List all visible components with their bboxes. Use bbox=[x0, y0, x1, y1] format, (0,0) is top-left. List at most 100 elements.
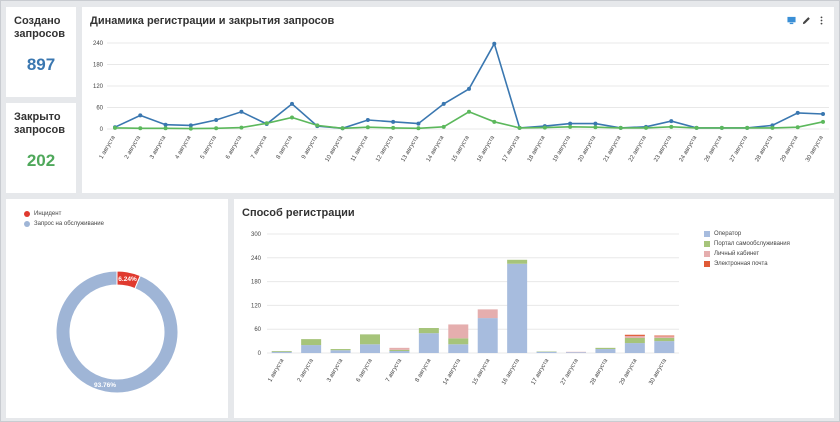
closed-series-point bbox=[315, 123, 320, 128]
created-series-point bbox=[214, 118, 219, 123]
legend-swatch-service-request bbox=[24, 221, 30, 227]
operator-bar bbox=[477, 318, 498, 353]
portal-bar bbox=[595, 347, 616, 350]
closed-series-point bbox=[467, 109, 471, 114]
portal-bar bbox=[418, 328, 439, 334]
closed-series-point bbox=[391, 125, 396, 130]
operator-bar bbox=[536, 351, 557, 353]
y-tick-label: 60 bbox=[96, 106, 103, 112]
email-bar bbox=[624, 334, 645, 336]
x-tick-label: 30 августа bbox=[805, 134, 825, 163]
closed-series-point bbox=[745, 125, 750, 130]
legend-item-email[interactable]: Электронная почта bbox=[704, 261, 790, 267]
closed-series-line bbox=[114, 110, 824, 130]
x-tick-label: 29 августа bbox=[780, 134, 800, 163]
registration-method-card: Способ регистрации Оператор Портал самоо… bbox=[234, 199, 834, 418]
created-series-point bbox=[795, 110, 800, 115]
cabinet-bar bbox=[477, 309, 498, 319]
legend-item-operator[interactable]: Оператор bbox=[704, 231, 790, 237]
closed-series-point bbox=[365, 125, 370, 130]
legend-label-incident: Инцидент bbox=[34, 211, 62, 217]
portal-bar bbox=[624, 337, 645, 344]
closed-series-point bbox=[264, 121, 269, 126]
closed-series-point bbox=[188, 126, 193, 131]
operator-bar bbox=[418, 333, 439, 353]
email-bar bbox=[654, 335, 675, 337]
x-tick-label: 3 августа bbox=[326, 357, 344, 383]
registration-dynamics-card: Динамика регистрации и закрытия запросов… bbox=[82, 7, 834, 193]
created-series-point bbox=[163, 122, 168, 127]
x-tick-label: 4 августа bbox=[175, 134, 193, 160]
closed-series-point bbox=[214, 126, 219, 131]
closed-requests-label: Закрыто запросов bbox=[14, 111, 65, 136]
cabinet-bar bbox=[448, 324, 469, 339]
legend-item-portal[interactable]: Портал самообслуживания bbox=[704, 241, 790, 247]
created-series-point bbox=[416, 121, 421, 126]
x-tick-label: 29 августа bbox=[619, 357, 639, 386]
created-series-point bbox=[391, 119, 396, 124]
x-tick-label: 5 августа bbox=[200, 134, 218, 160]
registration-line-chart: 0 60 120 180 240 1 августа 2 августа 3 августа 4… bbox=[93, 41, 829, 163]
x-tick-label: 8 августа bbox=[276, 134, 294, 160]
y-tick-label: 0 bbox=[100, 127, 104, 133]
x-tick-label: 6 августа bbox=[225, 134, 243, 160]
more-vertical-icon[interactable] bbox=[817, 16, 826, 25]
y-tick-label: 0 bbox=[258, 351, 262, 357]
x-tick-label: 1 августа bbox=[267, 357, 285, 383]
x-tick-label: 21 августа bbox=[603, 134, 623, 163]
closed-series-point bbox=[290, 115, 294, 120]
x-tick-label: 28 августа bbox=[754, 134, 774, 163]
edit-pencil-icon[interactable] bbox=[802, 16, 811, 25]
closed-series-point bbox=[542, 125, 547, 130]
legend-item-service-request[interactable]: Запрос на обслуживание bbox=[24, 221, 104, 227]
closed-series-point bbox=[618, 125, 623, 130]
closed-series-point bbox=[719, 125, 724, 130]
portal-bar bbox=[360, 334, 380, 345]
created-series-point bbox=[492, 41, 497, 46]
created-series-point bbox=[365, 118, 370, 123]
portal-bar bbox=[507, 259, 528, 264]
x-tick-label: 26 августа bbox=[704, 134, 724, 163]
x-tick-label: 24 августа bbox=[679, 134, 699, 163]
x-tick-label: 13 августа bbox=[400, 134, 420, 163]
legend-item-incident[interactable]: Инцидент bbox=[24, 211, 104, 217]
request-type-card: Инцидент Запрос на обслуживание 6.24% 93.… bbox=[6, 199, 228, 418]
closed-requests-card[interactable]: Закрыто запросов 202 bbox=[6, 103, 76, 193]
closed-series-point bbox=[644, 125, 648, 130]
x-tick-label: 20 августа bbox=[577, 134, 597, 163]
x-tick-label: 22 августа bbox=[628, 134, 648, 163]
portal-bar bbox=[271, 351, 292, 352]
y-tick-label: 240 bbox=[93, 41, 104, 47]
closed-series-point bbox=[163, 126, 168, 131]
closed-series-point bbox=[517, 125, 522, 130]
cabinet-bar bbox=[654, 336, 675, 338]
x-tick-label: 11 августа bbox=[350, 134, 370, 162]
chart-type-icon[interactable] bbox=[787, 16, 796, 25]
operator-bar bbox=[595, 349, 616, 353]
legend-label-portal: Портал самообслуживания bbox=[714, 241, 790, 247]
operator-bar bbox=[271, 351, 292, 353]
x-tick-label: 28 августа bbox=[589, 357, 609, 386]
x-tick-label: 8 августа bbox=[415, 357, 433, 383]
x-tick-label: 9 августа bbox=[301, 134, 319, 160]
x-tick-label: 2 августа bbox=[297, 357, 315, 383]
y-tick-label: 180 bbox=[251, 280, 262, 286]
closed-series-point bbox=[113, 125, 117, 130]
created-requests-label: Создано запросов bbox=[14, 15, 65, 40]
registration-method-title: Способ регистрации bbox=[242, 207, 355, 219]
x-tick-label: 6 августа bbox=[356, 357, 374, 383]
request-type-donut-chart: 6.24% 93.76% bbox=[55, 270, 179, 394]
x-tick-label: 27 августа bbox=[560, 357, 580, 386]
x-tick-label: 14 августа bbox=[426, 134, 446, 163]
legend-item-cabinet[interactable]: Личный кабинет bbox=[704, 251, 790, 257]
registration-dynamics-title: Динамика регистрации и закрытия запросов bbox=[90, 15, 335, 27]
x-tick-label: 12 августа bbox=[375, 134, 395, 163]
legend-label-email: Электронная почта bbox=[714, 261, 768, 267]
created-series-point bbox=[593, 121, 598, 126]
created-requests-card[interactable]: Создано запросов 897 bbox=[6, 7, 76, 97]
portal-bar bbox=[330, 349, 351, 351]
created-series-point bbox=[441, 101, 446, 106]
operator-bar bbox=[301, 345, 322, 353]
x-tick-label: 15 августа bbox=[472, 357, 492, 386]
